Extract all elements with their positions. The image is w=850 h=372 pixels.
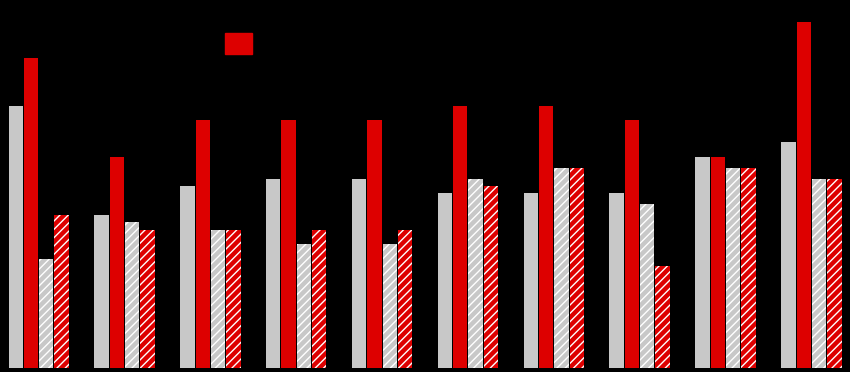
Bar: [741, 168, 756, 368]
Bar: [554, 168, 569, 368]
Bar: [8, 106, 23, 368]
Bar: [312, 230, 326, 368]
Bar: [438, 193, 452, 368]
Bar: [812, 179, 826, 368]
Bar: [281, 121, 296, 368]
Bar: [352, 179, 366, 368]
Bar: [211, 230, 225, 368]
Bar: [695, 157, 710, 368]
Bar: [655, 266, 670, 368]
Bar: [468, 179, 483, 368]
Bar: [398, 230, 412, 368]
Bar: [640, 204, 654, 368]
Bar: [524, 193, 538, 368]
Bar: [827, 179, 842, 368]
Bar: [125, 222, 139, 368]
Bar: [110, 157, 124, 368]
Bar: [140, 230, 155, 368]
Bar: [39, 259, 54, 368]
Bar: [180, 186, 195, 368]
Bar: [539, 106, 553, 368]
Bar: [94, 215, 109, 368]
Bar: [796, 22, 811, 368]
Bar: [54, 215, 69, 368]
Bar: [781, 142, 796, 368]
Bar: [711, 157, 725, 368]
Bar: [570, 168, 584, 368]
Bar: [453, 106, 468, 368]
Bar: [484, 186, 498, 368]
Bar: [24, 58, 38, 368]
Bar: [196, 121, 210, 368]
Bar: [226, 230, 241, 368]
Bar: [609, 193, 624, 368]
Bar: [382, 244, 397, 368]
Bar: [625, 121, 639, 368]
Bar: [367, 121, 382, 368]
Bar: [266, 179, 280, 368]
Bar: [726, 168, 740, 368]
Bar: [297, 244, 311, 368]
